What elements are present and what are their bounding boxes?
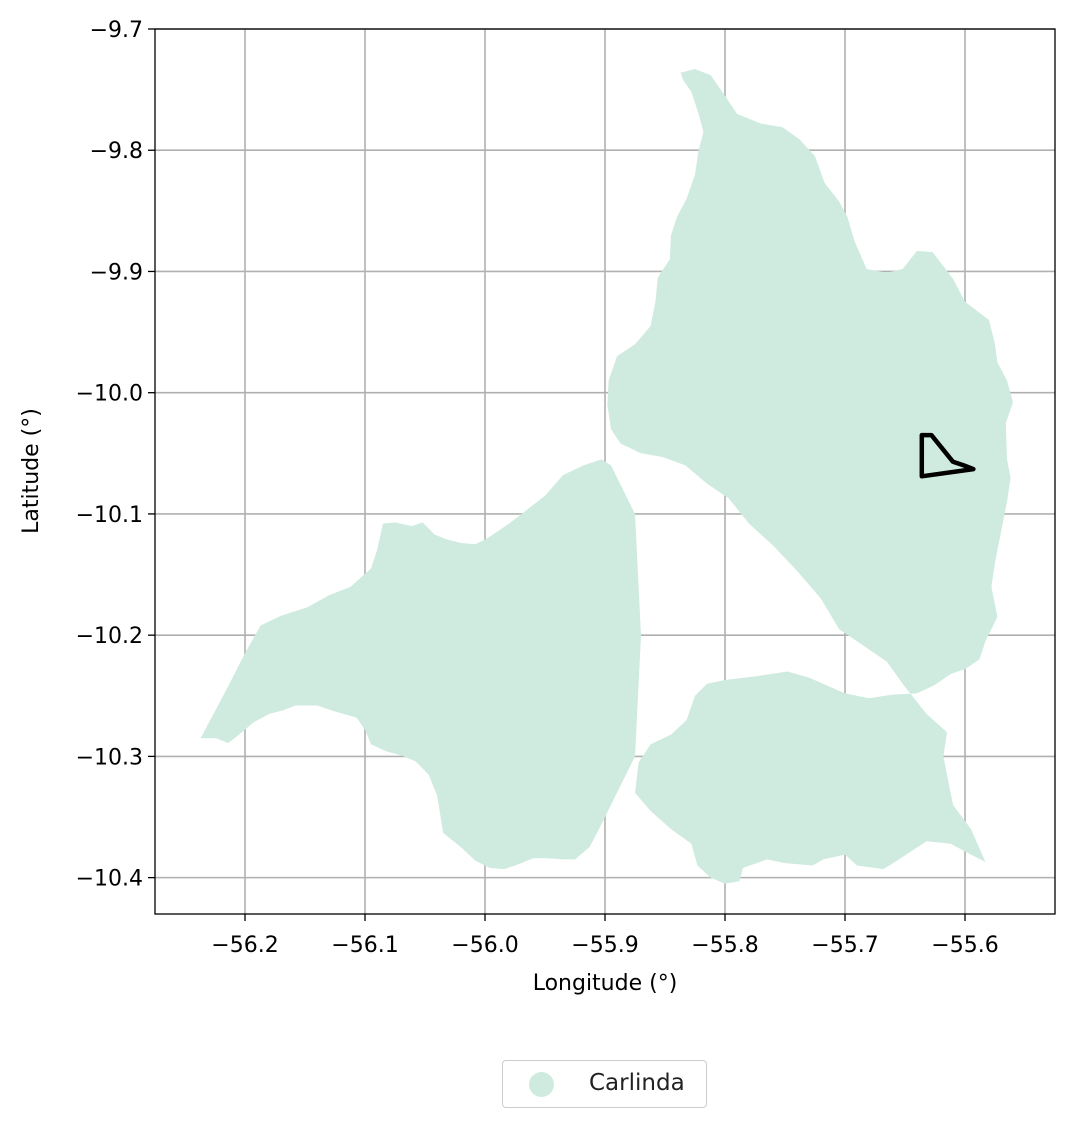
y-tick-label: −9.9 [90,260,143,285]
region-east-body [607,69,1013,884]
x-tick-label: −56.1 [331,933,398,958]
x-tick-label: −55.8 [691,933,758,958]
y-axis-ticks: −9.7 −9.8 −9.9 −10.0 −10.1 −10.2 −10.3 −10.4 [76,18,155,892]
marked-area [919,432,976,479]
marked-area-outline [919,432,976,479]
y-tick-label: −10.3 [76,745,143,770]
x-tick-label: −56.0 [451,933,518,958]
legend: Carlinda [502,1060,707,1108]
x-axis-ticks: −56.2 −56.1 −56.0 −55.9 −55.8 −55.7 −55.6 [211,914,999,958]
y-tick-label: −10.4 [76,867,143,892]
x-tick-label: −55.7 [811,933,878,958]
region-west-lobe [200,459,641,870]
y-tick-label: −9.8 [90,139,143,164]
x-tick-label: −55.9 [571,933,638,958]
y-tick-label: −9.7 [90,18,143,43]
legend-swatch [529,1072,554,1097]
y-tick-label: −10.1 [76,503,143,528]
legend-label-carlinda: Carlinda [589,1070,685,1096]
x-axis-label: Longitude (°) [533,971,678,996]
x-tick-label: −55.6 [931,933,998,958]
x-tick-label: −56.2 [211,933,278,958]
y-tick-label: −10.2 [76,624,143,649]
y-axis-label: Latitude (°) [19,408,44,534]
y-tick-label: −10.0 [76,382,143,407]
region-carlinda [200,69,1013,884]
